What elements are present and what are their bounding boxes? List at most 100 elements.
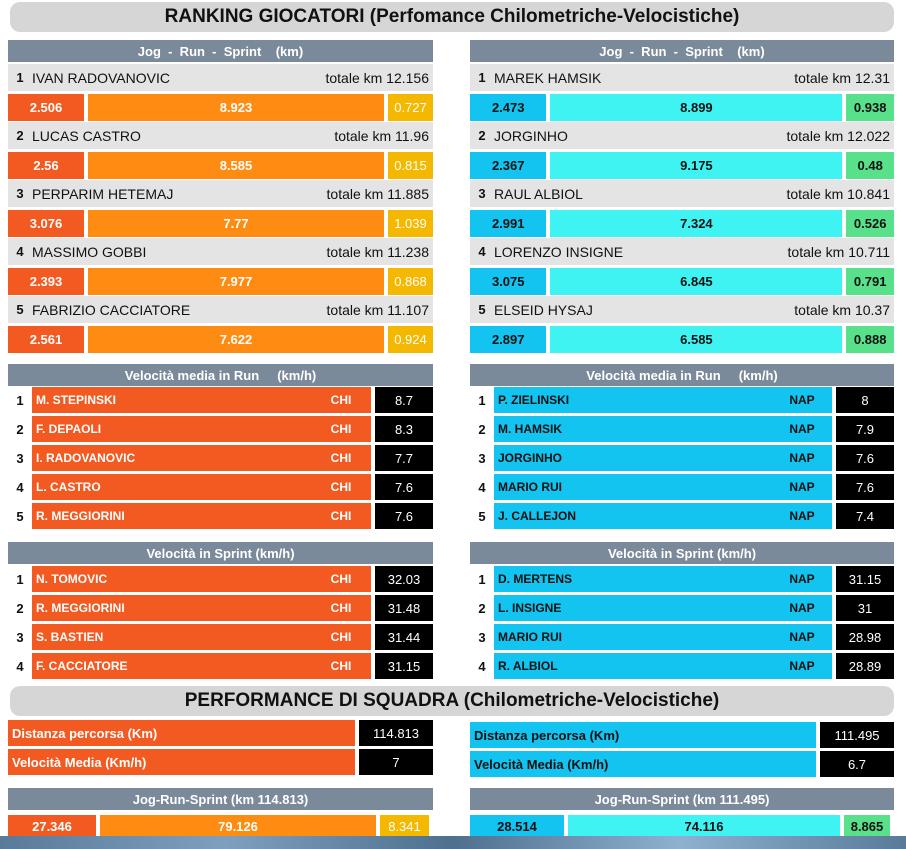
player-name-row: 3 PERPARIM HETEMAJ totale km 11.885	[8, 180, 433, 207]
speed-player-name: R. MEGGIORINI	[36, 601, 125, 615]
player-jog-km: 2.56	[8, 152, 84, 179]
speed-row: 5 J. CALLEJON NAP 7.4	[470, 503, 894, 529]
speed-row: 3 I. RADOVANOVIC CHI 7.7	[8, 445, 433, 471]
player-run-km: 8.899	[550, 94, 843, 121]
speed-rank: 1	[478, 571, 486, 587]
player-name-row: 4 LORENZO INSIGNE totale km 10.711	[470, 238, 894, 265]
player-name-row: 1 IVAN RADOVANOVIC totale km 12.156	[8, 64, 433, 91]
speed-bar: R. ALBIOL NAP	[494, 653, 832, 679]
speed-team-code: CHI	[330, 393, 352, 407]
left-team-speed-label: Velocità Media (Km/h)	[8, 749, 355, 775]
speed-team-code: NAP	[789, 601, 815, 615]
player-jog-km: 3.076	[8, 210, 84, 237]
speed-value: 32.03	[375, 566, 433, 592]
speed-team-code: NAP	[789, 659, 815, 673]
right-team-speed-row: Velocità Media (Km/h) 6.7	[470, 751, 894, 777]
player-rank: 2	[478, 128, 486, 143]
player-name-row: 2 LUCAS CASTRO totale km 11.96	[8, 122, 433, 149]
right-team-distance-row: Distanza percorsa (Km) 111.495	[470, 722, 894, 748]
speed-rank: 2	[478, 421, 486, 437]
speed-value: 8.3	[375, 416, 433, 442]
player-total-km: totale km 11.885	[326, 185, 429, 202]
speed-bar: M. HAMSIK NAP	[494, 416, 832, 442]
speed-value: 31.44	[375, 624, 433, 650]
speed-team-code: NAP	[789, 451, 815, 465]
right-team-distance-label: Distanza percorsa (Km)	[470, 722, 816, 748]
player-rank: 5	[478, 302, 486, 317]
speed-team-code: NAP	[789, 422, 815, 436]
speed-row: 3 MARIO RUI NAP 28.98	[470, 624, 894, 650]
player-jrs-bars: 3.076 7.77 1.039	[8, 210, 433, 237]
left-jrs-header: Jog - Run - Sprint (km)	[8, 40, 433, 62]
player-jrs-bars: 2.991 7.324 0.526	[470, 210, 894, 237]
speed-player-name: R. ALBIOL	[498, 659, 558, 673]
speed-bar: I. RADOVANOVIC CHI	[32, 445, 371, 471]
speed-player-name: JORGINHO	[498, 451, 563, 465]
player-run-km: 7.324	[550, 210, 843, 237]
speed-player-name: L. CASTRO	[36, 480, 101, 494]
speed-rank: 1	[16, 571, 24, 587]
player-run-km: 8.923	[88, 94, 384, 121]
left-team-speed-row: Velocità Media (Km/h) 7	[8, 749, 433, 775]
speed-bar: L. INSIGNE NAP	[494, 595, 832, 621]
speed-value: 7.6	[836, 474, 894, 500]
player-name-row: 3 RAUL ALBIOL totale km 10.841	[470, 180, 894, 207]
speed-bar: S. BASTIEN CHI	[32, 624, 371, 650]
player-rank: 4	[478, 244, 486, 259]
speed-bar: F. CACCIATORE CHI	[32, 653, 371, 679]
left-team-jrs-bars: 27.346 79.126 8.341	[8, 815, 433, 837]
right-sprint-header: Velocità in Sprint (km/h)	[470, 542, 894, 564]
speed-rank: 4	[16, 479, 24, 495]
speed-value: 28.98	[836, 624, 894, 650]
speed-rank: 2	[478, 600, 486, 616]
speed-value: 8	[836, 387, 894, 413]
speed-player-name: P. ZIELINSKI	[498, 393, 570, 407]
team-title: PERFORMANCE DI SQUADRA (Chilometriche-Ve…	[10, 686, 894, 716]
left-team-speed-value: 7	[359, 749, 433, 775]
player-name: IVAN RADOVANOVIC	[32, 69, 170, 86]
speed-rank: 5	[478, 508, 486, 524]
speed-row: 4 L. CASTRO CHI 7.6	[8, 474, 433, 500]
speed-player-name: L. INSIGNE	[498, 601, 562, 615]
player-name: PERPARIM HETEMAJ	[32, 185, 174, 202]
speed-value: 31	[836, 595, 894, 621]
speed-player-name: S. BASTIEN	[36, 630, 104, 644]
speed-value: 31.48	[375, 595, 433, 621]
speed-rank: 4	[478, 479, 486, 495]
player-jog-km: 2.897	[470, 326, 547, 353]
speed-rank: 5	[16, 508, 24, 524]
speed-bar: R. MEGGIORINI CHI	[32, 503, 371, 529]
player-sprint-km: 0.888	[846, 326, 894, 353]
speed-value: 7.6	[375, 503, 433, 529]
speed-row: 1 D. MERTENS NAP 31.15	[470, 566, 894, 592]
speed-team-code: CHI	[330, 480, 352, 494]
left-team-run: 79.126	[100, 815, 376, 837]
right-jrs-header: Jog - Run - Sprint (km)	[470, 40, 894, 62]
speed-rank: 1	[16, 392, 24, 408]
speed-team-code: CHI	[330, 422, 352, 436]
speed-player-name: M. HAMSIK	[498, 422, 562, 436]
speed-player-name: R. MEGGIORINI	[36, 509, 125, 523]
player-total-km: totale km 11.96	[334, 127, 429, 144]
player-rank: 1	[478, 70, 486, 85]
right-team-speed-label: Velocità Media (Km/h)	[470, 751, 816, 777]
speed-value: 7.7	[375, 445, 433, 471]
speed-value: 7.4	[836, 503, 894, 529]
right-team-distance-value: 111.495	[820, 722, 894, 748]
player-name: RAUL ALBIOL	[494, 185, 583, 202]
player-run-km: 8.585	[88, 152, 384, 179]
player-rank: 3	[478, 186, 486, 201]
player-jog-km: 2.506	[8, 94, 84, 121]
player-run-km: 6.845	[550, 268, 843, 295]
speed-rank: 3	[16, 450, 24, 466]
speed-bar: MARIO RUI NAP	[494, 624, 832, 650]
speed-value: 7.6	[375, 474, 433, 500]
player-rank: 2	[16, 128, 24, 143]
player-run-km: 7.622	[88, 326, 384, 353]
speed-row: 4 MARIO RUI NAP 7.6	[470, 474, 894, 500]
player-sprint-km: 0.526	[846, 210, 894, 237]
speed-row: 2 R. MEGGIORINI CHI 31.48	[8, 595, 433, 621]
speed-team-code: NAP	[789, 630, 815, 644]
player-jog-km: 2.991	[470, 210, 547, 237]
player-total-km: totale km 10.37	[794, 301, 890, 318]
